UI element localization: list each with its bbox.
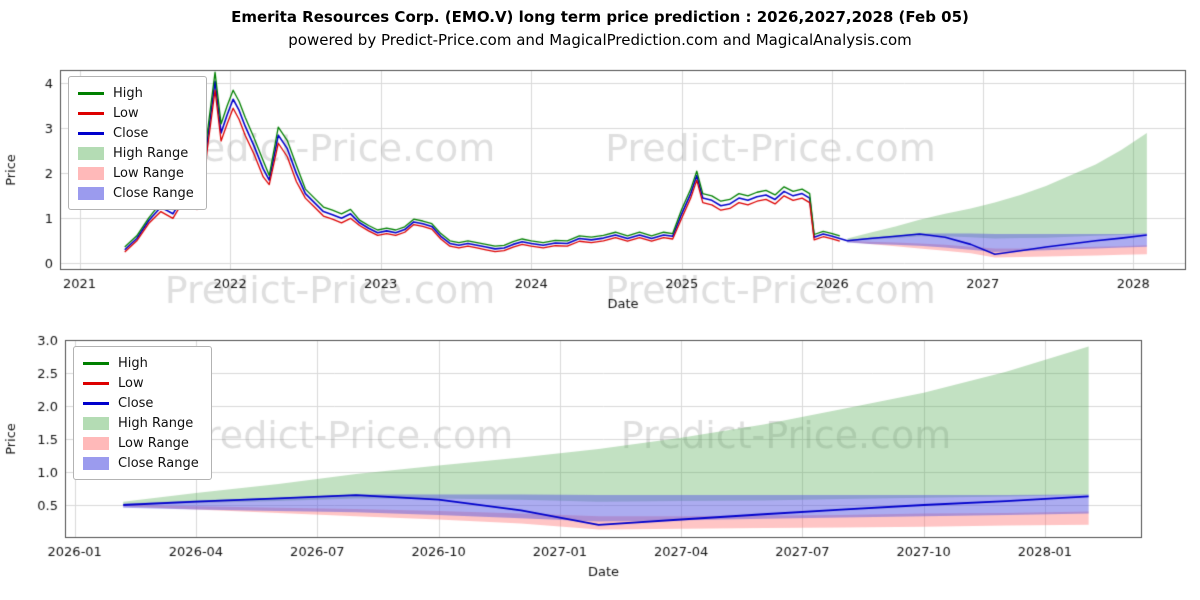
legend-item: High xyxy=(78,83,194,103)
legend-label: High Range xyxy=(118,415,194,431)
legend-patch-swatch xyxy=(83,416,109,430)
legend-item: High Range xyxy=(83,413,199,433)
legend-line-swatch xyxy=(78,131,104,135)
legend-item: High xyxy=(83,353,199,373)
legend-patch-swatch xyxy=(78,166,104,180)
legend-label: Close xyxy=(118,395,154,411)
legend-item: Close xyxy=(83,393,199,413)
legend-item: Low xyxy=(83,373,199,393)
legend-item: Low Range xyxy=(78,163,194,183)
legend-patch-swatch xyxy=(83,456,109,470)
legend-item: Low Range xyxy=(83,433,199,453)
legend-label: High xyxy=(118,355,148,371)
legend-patch-swatch xyxy=(83,436,109,450)
legend-item: Close Range xyxy=(78,183,194,203)
legend-item: Low xyxy=(78,103,194,123)
legend-label: High Range xyxy=(113,145,189,161)
legend-item: High Range xyxy=(78,143,194,163)
legend-line-swatch xyxy=(78,91,104,95)
legend-line-swatch xyxy=(83,401,109,405)
legend-patch-swatch xyxy=(78,146,104,160)
legend-label: Low Range xyxy=(113,165,184,181)
legend-label: Close xyxy=(113,125,149,141)
chart-subtitle: powered by Predict-Price.com and Magical… xyxy=(288,31,912,49)
legend-label: Low xyxy=(118,375,144,391)
legend-line-swatch xyxy=(83,361,109,365)
legend-label: Low Range xyxy=(118,435,189,451)
legend-item: Close Range xyxy=(83,453,199,473)
legend-label: Low xyxy=(113,105,139,121)
legend-line-swatch xyxy=(78,111,104,115)
chart-title: Emerita Resources Corp. (EMO.V) long ter… xyxy=(231,8,969,26)
legend-label: Close Range xyxy=(113,185,194,201)
legend-label: High xyxy=(113,85,143,101)
legend-bottom-chart: High Low Close High Range Low Range Close Ran… xyxy=(73,346,212,480)
legend-patch-swatch xyxy=(78,186,104,200)
legend-item: Close xyxy=(78,123,194,143)
legend-top-chart: High Low Close High Range Low Range Close Ran… xyxy=(68,76,207,210)
legend-line-swatch xyxy=(83,381,109,385)
legend-label: Close Range xyxy=(118,455,199,471)
